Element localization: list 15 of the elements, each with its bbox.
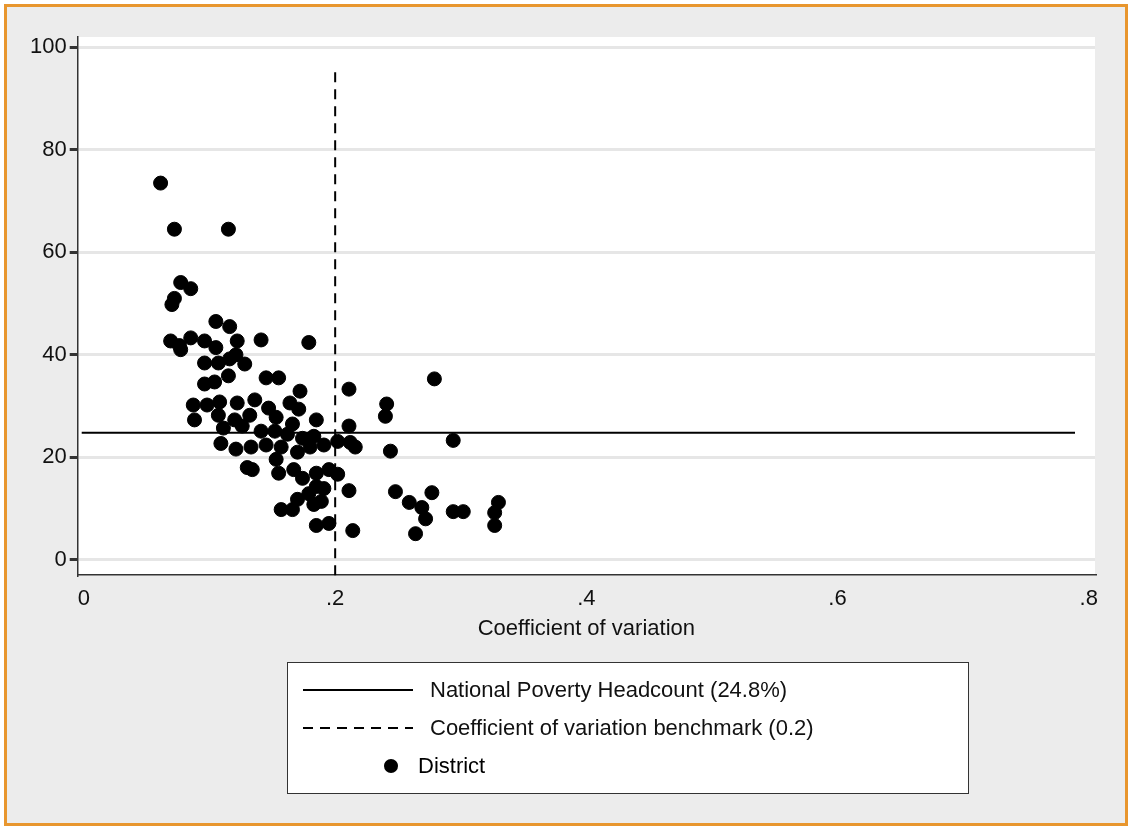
y-tick-label: 60 <box>42 238 67 264</box>
y-tick-label: 80 <box>42 135 67 161</box>
legend-label: National Poverty Headcount (24.8%) <box>430 677 788 703</box>
x-tick-label: 0 <box>77 585 91 611</box>
x-tick-label: .6 <box>828 585 847 611</box>
legend-label: District <box>418 753 486 779</box>
x-tick-label: .2 <box>325 585 345 611</box>
y-tick-label: 20 <box>42 443 67 469</box>
legend-label: Coefficient of variation benchmark (0.2) <box>430 715 814 741</box>
y-tick-label: 100 <box>29 33 67 59</box>
y-tick-label: 40 <box>42 340 67 366</box>
y-tick-label: 0 <box>54 545 67 571</box>
x-tick-label: .8 <box>1079 585 1098 611</box>
x-axis-title: Coefficient of variation <box>477 614 695 640</box>
x-tick-label: .4 <box>577 585 596 611</box>
